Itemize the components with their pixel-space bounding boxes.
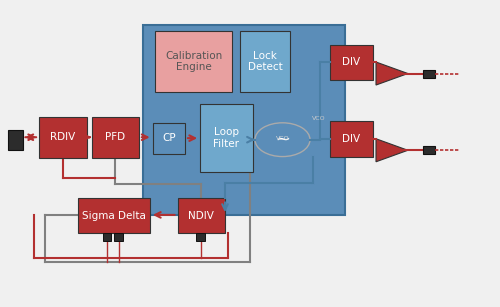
- FancyBboxPatch shape: [422, 70, 435, 78]
- Text: DIV: DIV: [342, 57, 360, 67]
- FancyBboxPatch shape: [240, 31, 290, 92]
- Text: PFD: PFD: [105, 132, 126, 142]
- Text: VCO: VCO: [312, 116, 325, 121]
- FancyBboxPatch shape: [330, 121, 372, 157]
- Text: Sigma Delta: Sigma Delta: [82, 211, 146, 221]
- FancyBboxPatch shape: [178, 198, 225, 233]
- FancyBboxPatch shape: [422, 146, 435, 154]
- Text: Calibration
Engine: Calibration Engine: [165, 51, 222, 72]
- FancyBboxPatch shape: [114, 233, 123, 241]
- Polygon shape: [376, 139, 408, 162]
- Text: Lock
Detect: Lock Detect: [248, 51, 282, 72]
- Text: NDIV: NDIV: [188, 211, 214, 221]
- Text: VCO: VCO: [276, 136, 289, 141]
- FancyBboxPatch shape: [142, 25, 345, 215]
- FancyBboxPatch shape: [330, 45, 372, 80]
- FancyBboxPatch shape: [155, 31, 232, 92]
- FancyBboxPatch shape: [196, 233, 205, 241]
- Text: DIV: DIV: [342, 134, 360, 144]
- Text: RDIV: RDIV: [50, 132, 76, 142]
- FancyBboxPatch shape: [78, 198, 150, 233]
- Circle shape: [255, 123, 310, 157]
- FancyBboxPatch shape: [102, 233, 112, 241]
- Text: Loop
Filter: Loop Filter: [213, 127, 240, 149]
- FancyBboxPatch shape: [200, 104, 252, 172]
- FancyBboxPatch shape: [92, 117, 139, 158]
- FancyBboxPatch shape: [152, 123, 185, 154]
- Text: ~: ~: [275, 131, 290, 149]
- Polygon shape: [376, 62, 408, 85]
- FancyBboxPatch shape: [39, 117, 86, 158]
- Text: CP: CP: [162, 133, 175, 143]
- FancyBboxPatch shape: [8, 130, 22, 150]
